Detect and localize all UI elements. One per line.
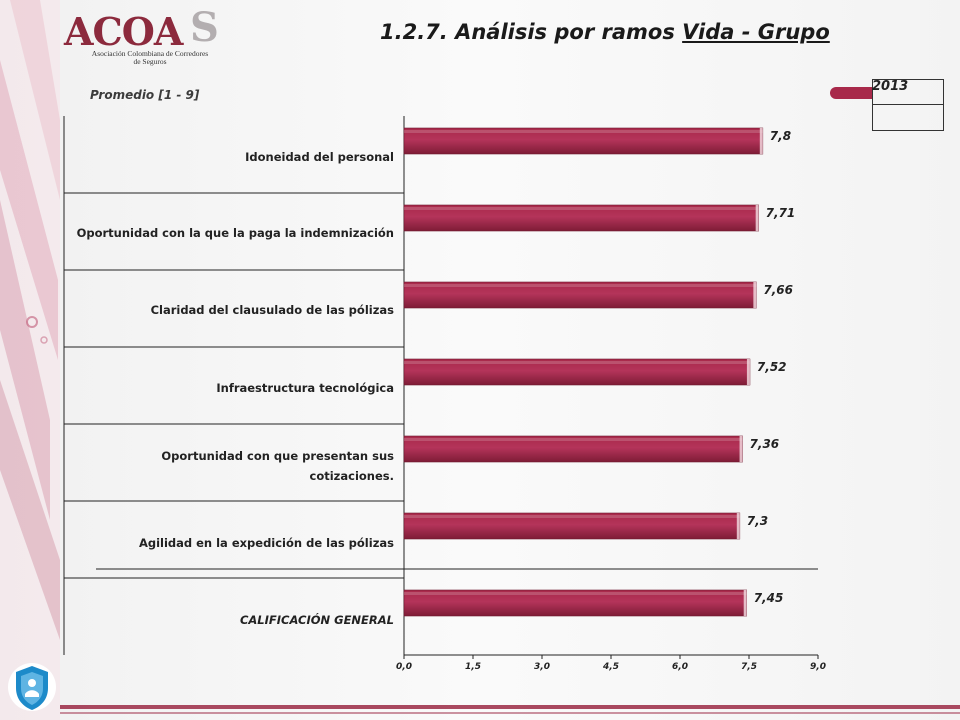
legend-box bbox=[872, 79, 944, 131]
category-label: Oportunidad con la que la paga la indemn… bbox=[76, 226, 394, 240]
acoas-logo: ACOA S Asociación Colombiana de Corredor… bbox=[60, 6, 220, 72]
logo-text: ACOA bbox=[64, 9, 183, 54]
category-label: Claridad del clausulado de las pólizas bbox=[150, 303, 394, 317]
title-underlined: Vida - Grupo bbox=[682, 20, 830, 44]
category-label: Agilidad en la expedición de las pólizas bbox=[138, 536, 394, 550]
logo-subtitle: Asociación Colombiana de Corredores de S… bbox=[91, 49, 209, 66]
category-label: Infraestructura tecnológica bbox=[216, 381, 394, 395]
logo-s-mark: S bbox=[190, 4, 219, 51]
legend-swatch bbox=[830, 87, 872, 99]
category-label: Oportunidad con que presentan sus cotiza… bbox=[161, 449, 394, 483]
category-label: CALIFICACIÓN GENERAL bbox=[239, 613, 394, 627]
shield-icon bbox=[8, 663, 56, 711]
title-prefix: 1.2.7. Análisis por ramos bbox=[380, 20, 683, 44]
category-label: Idoneidad del personal bbox=[245, 150, 394, 164]
legend-label: 2013 bbox=[872, 79, 909, 94]
chart-subtitle: Promedio [1 - 9] bbox=[90, 88, 200, 102]
page-title: 1.2.7. Análisis por ramos Vida - Grupo bbox=[380, 20, 830, 44]
